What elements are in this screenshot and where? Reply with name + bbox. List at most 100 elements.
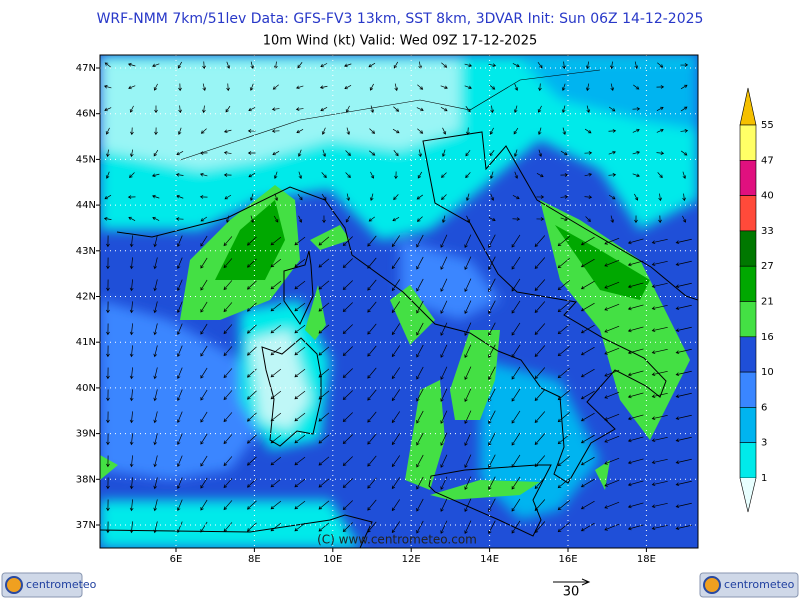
credit: (C) www.centrometeo.com — [317, 533, 477, 547]
wind-arrow — [342, 456, 353, 467]
wind-arrow — [417, 171, 423, 179]
wind-arrow — [464, 476, 472, 491]
wind-arrow — [604, 435, 620, 443]
wind-arrow — [346, 127, 351, 135]
wind-arrow — [511, 410, 521, 424]
wind-arrow — [586, 105, 591, 114]
wind-arrow — [367, 257, 377, 269]
wind-arrow — [633, 84, 640, 90]
wind-arrow — [610, 61, 614, 70]
colorbar-band — [739, 160, 757, 196]
colorbar-band — [739, 371, 757, 408]
wind-arrow — [129, 235, 134, 248]
wind-arrow — [634, 193, 639, 201]
wind-arrow — [511, 366, 521, 380]
wind-arrow — [658, 215, 662, 224]
logo-text: centrometeo — [26, 578, 97, 591]
wind-arrow — [105, 127, 110, 135]
wind-arrow — [675, 392, 692, 399]
wind-arrow — [367, 499, 377, 511]
wind-arrow — [584, 128, 592, 134]
wind-arrow — [656, 106, 664, 111]
wind-arrow — [557, 258, 570, 269]
wind-arrow — [246, 324, 257, 334]
wind-arrow — [177, 127, 182, 135]
wind-arrow — [675, 414, 692, 421]
wind-arrow — [490, 193, 495, 201]
wind-arrow — [318, 280, 330, 290]
wind-arrow — [367, 455, 377, 467]
wind-arrow — [294, 500, 306, 510]
wind-arrow — [153, 477, 158, 490]
wind-arrow — [464, 410, 472, 425]
wind-arrow — [511, 322, 521, 336]
reference-label: 30 — [563, 585, 580, 600]
lat-label: 43N — [76, 246, 96, 257]
wind-arrow — [342, 280, 353, 291]
wind-arrow — [270, 500, 282, 510]
wind-arrow — [129, 477, 134, 490]
wind-arrow — [557, 522, 570, 533]
wind-arrow — [440, 85, 448, 90]
wind-arrow — [129, 149, 134, 158]
wind-arrow — [489, 171, 494, 179]
wind-arrow — [273, 171, 278, 179]
wind-arrow — [342, 478, 353, 489]
map-frame — [99, 54, 699, 549]
wind-arrow — [367, 235, 377, 247]
wind-arrow — [465, 193, 470, 201]
wind-arrow — [560, 217, 568, 222]
wind-arrow — [369, 83, 374, 91]
wind-arrow — [627, 326, 644, 333]
wind-arrow — [176, 194, 184, 199]
wind-arrow — [246, 390, 257, 400]
wind-arrow — [534, 345, 546, 358]
wind-arrow — [270, 368, 282, 378]
wind-arrow — [153, 411, 158, 424]
wind-arrow — [367, 345, 377, 357]
wind-arrow — [627, 392, 644, 399]
lon-label: 10E — [323, 554, 342, 565]
colorbar-label: 55 — [761, 120, 774, 131]
wind-arrow — [129, 455, 134, 468]
wind-arrow — [511, 388, 521, 402]
wind-arrow — [200, 345, 208, 357]
wind-arrow — [320, 107, 328, 112]
wind-arrow — [440, 454, 448, 468]
wind-arrow — [651, 414, 668, 420]
wind-arrow — [608, 106, 616, 112]
wind-arrow — [106, 389, 110, 402]
wind-arrow — [675, 348, 692, 355]
wind-arrow — [627, 370, 644, 377]
wind-arrow — [104, 107, 112, 112]
wind-arrows — [103, 61, 692, 535]
wind-arrow — [627, 480, 644, 487]
wind-arrow — [200, 389, 208, 401]
wind-arrow — [318, 390, 330, 400]
wind-arrow — [534, 389, 546, 402]
wind-arrow — [200, 128, 207, 134]
wind-arrow — [200, 521, 208, 533]
wind-arrow — [154, 127, 158, 136]
wind-arrow — [391, 323, 401, 336]
wind-arrow — [651, 348, 668, 354]
wind-arrow — [580, 478, 595, 488]
wind-arrow — [270, 412, 282, 422]
wind-arrow — [675, 238, 692, 245]
wind-arrow — [651, 304, 668, 310]
wind-arrow — [511, 278, 521, 292]
wind-arrow — [651, 392, 668, 398]
wind-arrow — [511, 476, 521, 490]
wind-arrow — [466, 215, 471, 223]
wind-arrow — [272, 84, 279, 90]
wind-arrow — [608, 194, 616, 200]
wind-arrow — [534, 433, 546, 446]
wind-arrow — [176, 279, 183, 292]
wind-arrow — [200, 301, 208, 313]
wind-arrow — [464, 520, 472, 535]
wind-arrow — [416, 410, 424, 424]
wind-arrow — [103, 216, 112, 221]
wind-arrow — [391, 279, 401, 292]
wind-arrow — [223, 456, 233, 467]
wind-arrow — [682, 215, 687, 223]
